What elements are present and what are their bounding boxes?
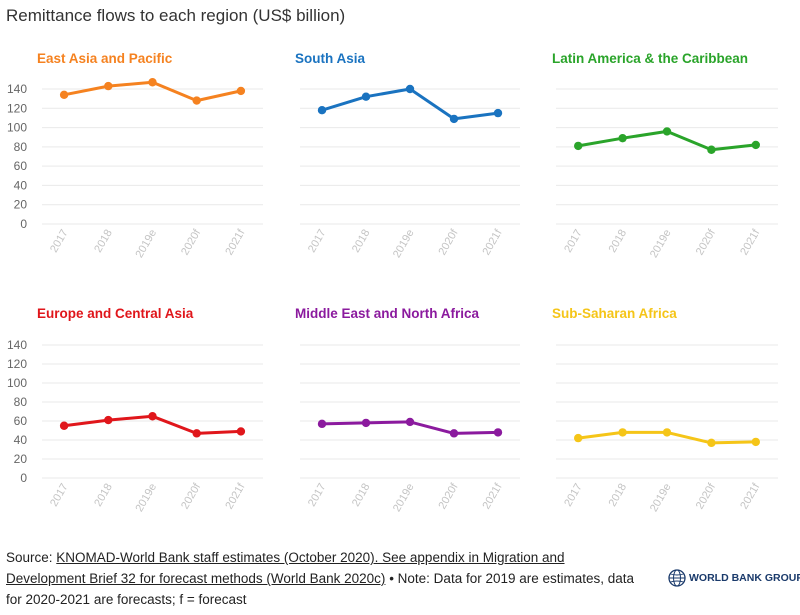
x-tick-label: 2018: [350, 482, 373, 509]
source-link[interactable]: KNOMAD-World Bank staff estimates (Octob…: [6, 550, 565, 586]
globe-icon: [668, 569, 686, 587]
x-tick-label: 2017: [562, 482, 585, 509]
data-point: [236, 427, 246, 436]
note-text: • Note: Data for 2019 are estimates, dat…: [6, 571, 635, 607]
data-point: [751, 140, 760, 150]
x-tick-label: 2021f: [223, 227, 248, 258]
x-tick-label: 2017: [306, 228, 329, 255]
panel-2: South Asia 2017 2018 2019e 2020f 2021f: [295, 51, 520, 260]
y-tick-label: 80: [14, 140, 28, 154]
data-point: [707, 145, 716, 154]
x-tick-label: 2021f: [738, 227, 763, 258]
x-tick-label: 2019e: [391, 482, 417, 514]
panel-1: 0 20 40 60 80 100 120 140 East Asia and Pacific 2…: [7, 51, 263, 260]
panel-title: Europe and Central Asia: [37, 306, 194, 321]
x-tick-label: 2018: [92, 482, 115, 509]
logo-text: WORLD BANK GROUP: [689, 572, 800, 584]
data-point: [618, 133, 627, 143]
data-point: [59, 90, 69, 99]
panel-3: Latin America & the Caribbean 2017 2018 201…: [552, 51, 778, 260]
x-tick-label: 2020f: [436, 227, 461, 258]
panel-4: 0 20 40 60 80 100 120 140 Europe and Central Asi…: [7, 306, 263, 514]
x-tick-label: 2019e: [133, 228, 159, 260]
small-multiples-chart: 0 20 40 60 80 100 120 140 East Asia and Pacific 2…: [7, 51, 778, 514]
data-point: [59, 421, 69, 430]
x-tick-label: 2021f: [480, 227, 505, 258]
y-tick-label: 40: [14, 433, 28, 447]
x-tick-label: 2020f: [694, 227, 719, 258]
x-tick-label: 2020f: [436, 481, 461, 512]
data-point: [449, 114, 459, 124]
x-tick-label: 2018: [350, 228, 373, 255]
data-point: [236, 86, 246, 96]
data-point: [104, 415, 113, 425]
y-tick-label: 60: [14, 414, 28, 428]
panel-title: Sub-Saharan Africa: [552, 306, 677, 321]
world-bank-logo: WORLD BANK GROUP: [668, 567, 800, 591]
data-point: [361, 418, 371, 428]
y-tick-label: 100: [7, 121, 27, 135]
x-tick-label: 2021f: [738, 481, 763, 512]
data-point: [192, 96, 201, 105]
x-tick-label: 2020f: [179, 481, 204, 512]
data-point: [317, 106, 327, 115]
y-tick-label: 140: [7, 82, 27, 96]
y-tick-label: 0: [20, 471, 27, 485]
y-tick-label: 120: [7, 101, 27, 115]
y-tick-label: 80: [14, 395, 28, 409]
x-tick-label: 2021f: [480, 481, 505, 512]
x-tick-label: 2018: [607, 228, 630, 255]
y-tick-label: 40: [14, 178, 28, 192]
x-tick-label: 2017: [562, 228, 585, 255]
panel-title: Middle East and North Africa: [295, 306, 480, 321]
data-point: [192, 429, 201, 438]
panel-title: Latin America & the Caribbean: [552, 51, 748, 66]
data-point: [104, 81, 113, 91]
y-tick-label: 60: [14, 159, 28, 173]
x-tick-label: 2019e: [648, 482, 674, 514]
x-tick-label: 2019e: [648, 228, 674, 260]
x-tick-label: 2020f: [179, 227, 204, 258]
data-point: [662, 428, 672, 437]
data-point: [361, 92, 371, 101]
x-tick-label: 2020f: [694, 481, 719, 512]
footer-note: Source: KNOMAD-World Bank staff estimate…: [6, 547, 646, 610]
data-point: [662, 127, 672, 136]
y-tick-label: 100: [7, 376, 27, 390]
y-tick-label: 120: [7, 357, 27, 371]
panel-5: Middle East and North Africa 2017 2018 2019…: [295, 306, 520, 514]
panel-title: South Asia: [295, 51, 365, 66]
data-point: [317, 419, 327, 429]
x-tick-label: 2021f: [223, 481, 248, 512]
y-tick-label: 0: [20, 217, 27, 231]
panel-6: Sub-Saharan Africa 2017 2018 2019e 2020f 2021…: [552, 306, 778, 514]
x-tick-label: 2019e: [391, 228, 417, 260]
y-tick-label: 20: [14, 452, 28, 466]
x-tick-label: 2017: [48, 482, 71, 509]
data-point: [449, 429, 459, 438]
data-point: [751, 437, 760, 447]
data-point: [618, 428, 627, 437]
x-tick-label: 2018: [92, 228, 115, 255]
data-point: [148, 78, 157, 87]
panel-title: East Asia and Pacific: [37, 51, 173, 66]
data-point: [405, 84, 415, 94]
data-point: [707, 438, 716, 448]
chart-title: Remittance flows to each region (US$ bil…: [6, 6, 346, 25]
source-prefix: Source:: [6, 550, 57, 565]
data-point: [493, 428, 503, 437]
data-point: [148, 412, 157, 421]
x-tick-label: 2017: [48, 228, 71, 255]
x-tick-label: 2018: [607, 482, 630, 509]
series-line: [320, 87, 500, 121]
x-tick-label: 2017: [306, 482, 329, 509]
y-tick-label: 20: [14, 198, 28, 212]
data-point: [574, 433, 583, 443]
data-point: [405, 417, 415, 427]
data-point: [574, 141, 583, 151]
x-tick-label: 2019e: [133, 482, 159, 514]
data-point: [493, 108, 503, 118]
y-tick-label: 140: [7, 338, 27, 352]
